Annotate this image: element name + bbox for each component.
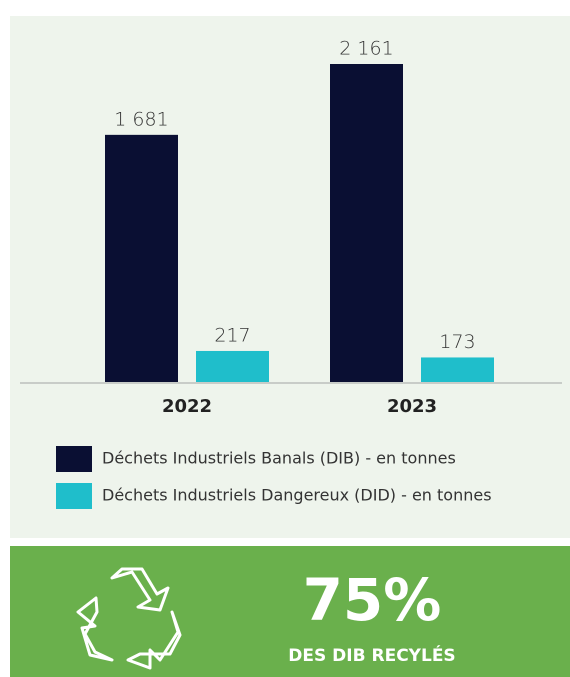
legend-label: Déchets Industriels Dangereux (DID) - en… bbox=[102, 486, 492, 505]
bar bbox=[105, 134, 178, 383]
bar bbox=[196, 350, 269, 383]
bar bbox=[330, 64, 403, 383]
value-label: 2 161 bbox=[339, 38, 393, 60]
legend-label: Déchets Industriels Banals (DIB) - en to… bbox=[102, 449, 456, 468]
legend-swatch bbox=[56, 446, 92, 472]
recycle-icon bbox=[76, 567, 182, 670]
bar bbox=[421, 357, 494, 383]
value-label: 173 bbox=[439, 331, 475, 353]
chart-panel bbox=[10, 16, 570, 538]
highlight-value: 75% bbox=[303, 566, 442, 634]
legend-swatch bbox=[56, 483, 92, 509]
x-tick-label: 2022 bbox=[162, 396, 212, 417]
highlight-text: DES DIB RECYLÉS bbox=[288, 644, 455, 666]
value-label: 1 681 bbox=[114, 108, 168, 130]
x-tick-label: 2023 bbox=[387, 396, 437, 417]
value-label: 217 bbox=[214, 324, 250, 346]
